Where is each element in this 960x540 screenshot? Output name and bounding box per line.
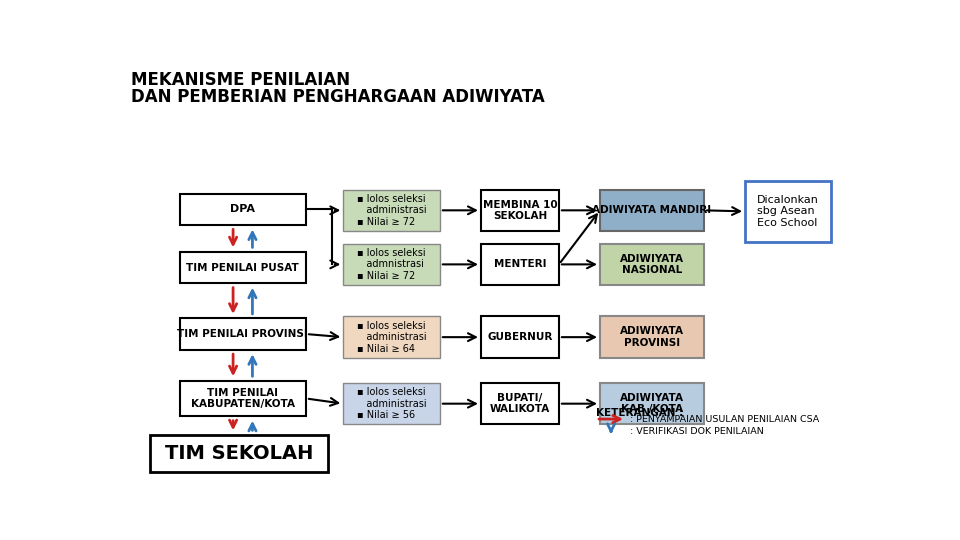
- Text: ▪ lolos seleksi
   admnistrasi
▪ Nilai ≥ 72: ▪ lolos seleksi admnistrasi ▪ Nilai ≥ 72: [357, 248, 426, 281]
- FancyBboxPatch shape: [745, 181, 830, 241]
- Text: GUBERNUR: GUBERNUR: [488, 332, 553, 342]
- FancyBboxPatch shape: [180, 319, 306, 349]
- Text: MEKANISME PENILAIAN: MEKANISME PENILAIAN: [132, 71, 350, 89]
- FancyBboxPatch shape: [344, 190, 440, 231]
- FancyBboxPatch shape: [600, 190, 704, 231]
- FancyBboxPatch shape: [600, 244, 704, 285]
- Text: DPA: DPA: [230, 204, 255, 214]
- Text: : PENYAMPAIAN USULAN PENILAIAN CSA: : PENYAMPAIAN USULAN PENILAIAN CSA: [630, 415, 819, 423]
- Text: TIM PENILAI
KABUPATEN/KOTA: TIM PENILAI KABUPATEN/KOTA: [191, 388, 295, 409]
- Text: MENTERI: MENTERI: [493, 259, 546, 269]
- FancyBboxPatch shape: [180, 381, 306, 416]
- Text: KETERANGAN :: KETERANGAN :: [596, 408, 684, 418]
- FancyBboxPatch shape: [150, 435, 328, 472]
- Text: ▪ lolos seleksi
   administrasi
▪ Nilai ≥ 64: ▪ lolos seleksi administrasi ▪ Nilai ≥ 6…: [357, 321, 426, 354]
- Text: BUPATI/
WALIKOTA: BUPATI/ WALIKOTA: [490, 393, 550, 415]
- Text: MEMBINA 10
SEKOLAH: MEMBINA 10 SEKOLAH: [483, 199, 557, 221]
- FancyBboxPatch shape: [344, 316, 440, 358]
- FancyBboxPatch shape: [481, 383, 559, 424]
- Text: ADIWIYATA
PROVINSI: ADIWIYATA PROVINSI: [620, 326, 684, 348]
- Text: ADIWIYATA MANDIRI: ADIWIYATA MANDIRI: [592, 205, 711, 215]
- Text: DAN PEMBERIAN PENGHARGAAN ADIWIYATA: DAN PEMBERIAN PENGHARGAAN ADIWIYATA: [132, 87, 545, 106]
- FancyBboxPatch shape: [180, 194, 306, 225]
- FancyBboxPatch shape: [600, 383, 704, 424]
- FancyBboxPatch shape: [180, 252, 306, 283]
- Text: ▪ lolos seleksi
   administrasi
▪ Nilai ≥ 56: ▪ lolos seleksi administrasi ▪ Nilai ≥ 5…: [357, 387, 426, 420]
- Text: ADIWIYATA
NASIONAL: ADIWIYATA NASIONAL: [620, 254, 684, 275]
- Text: Dicalonkan
sbg Asean
Eco School: Dicalonkan sbg Asean Eco School: [756, 195, 819, 228]
- Text: : VERIFIKASI DOK PENILAIAN: : VERIFIKASI DOK PENILAIAN: [630, 428, 763, 436]
- Text: TIM PENILAI PROVINSI: TIM PENILAI PROVINSI: [178, 329, 308, 339]
- FancyBboxPatch shape: [344, 383, 440, 424]
- Text: TIM PENILAI PUSAT: TIM PENILAI PUSAT: [186, 262, 300, 273]
- FancyBboxPatch shape: [481, 244, 559, 285]
- FancyBboxPatch shape: [481, 190, 559, 231]
- Text: TIM SEKOLAH: TIM SEKOLAH: [165, 444, 313, 463]
- FancyBboxPatch shape: [344, 244, 440, 285]
- FancyBboxPatch shape: [481, 316, 559, 358]
- Text: ADIWIYATA
KAB /KOTA: ADIWIYATA KAB /KOTA: [620, 393, 684, 415]
- Text: ▪ lolos seleksi
   administrasi
▪ Nilai ≥ 72: ▪ lolos seleksi administrasi ▪ Nilai ≥ 7…: [357, 194, 426, 227]
- FancyBboxPatch shape: [600, 316, 704, 358]
